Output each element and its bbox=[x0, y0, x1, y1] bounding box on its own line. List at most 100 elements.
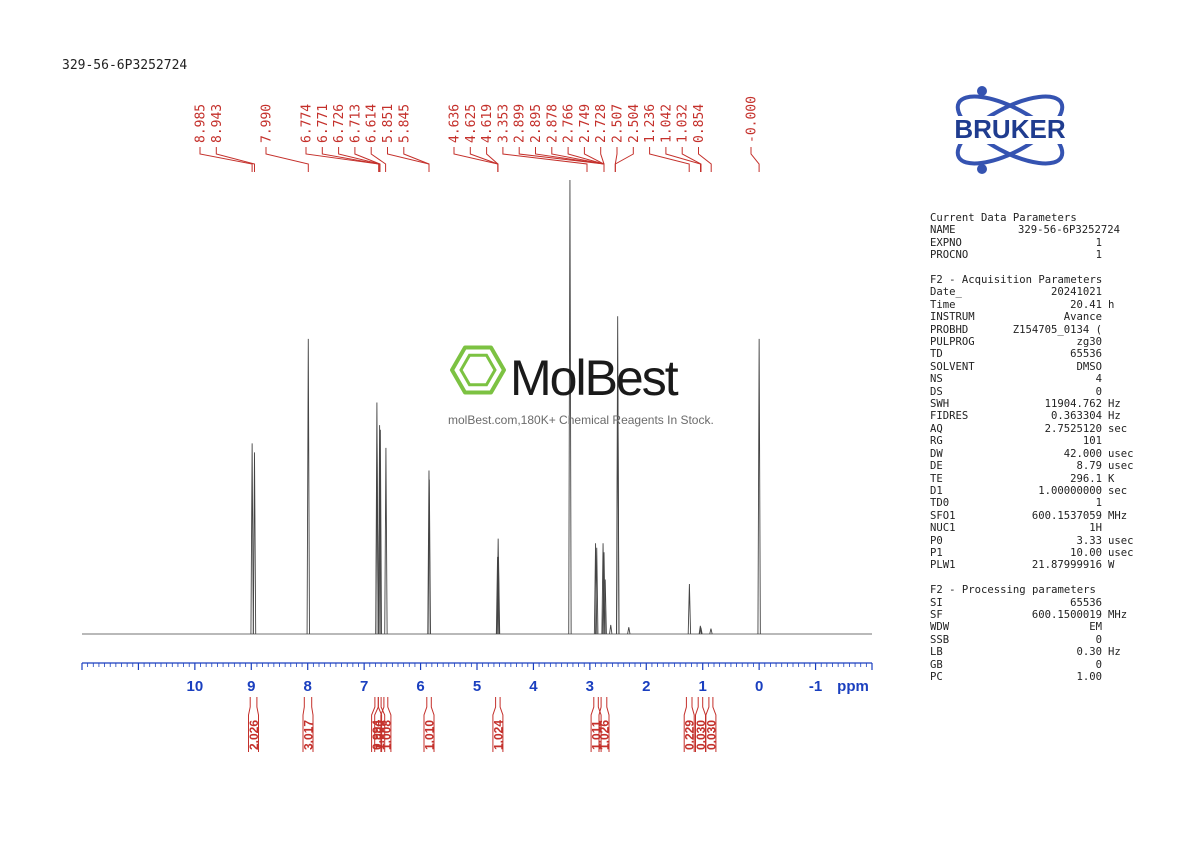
tick-label: 0 bbox=[755, 678, 763, 695]
peak-label: 6.713 bbox=[348, 104, 363, 143]
parameter-unit: usec bbox=[1108, 546, 1134, 559]
parameter-unit: Hz bbox=[1108, 646, 1121, 659]
parameter-value: 2.7525120 bbox=[1044, 422, 1102, 435]
parameter-key: WDW bbox=[930, 621, 950, 634]
parameter-row: PULPROG zg30 bbox=[930, 336, 1140, 348]
parameter-value: 1.00 bbox=[1076, 671, 1102, 683]
integral-bracket-right bbox=[712, 697, 717, 752]
peak-label: 2.766 bbox=[562, 104, 577, 143]
sample-name: 329-56-6P3252724 bbox=[62, 58, 188, 73]
parameter-unit: MHz bbox=[1108, 509, 1128, 522]
parameter-key: P1 bbox=[930, 546, 943, 559]
parameter-value: 65536 bbox=[1070, 596, 1102, 609]
spectrum-peak bbox=[384, 447, 388, 635]
spectrum-peak bbox=[427, 479, 431, 635]
peak-label-leader bbox=[321, 147, 380, 172]
integral-bracket-right bbox=[499, 697, 504, 752]
parameter-key: DW bbox=[930, 447, 943, 460]
peak-label: 2.504 bbox=[627, 104, 642, 143]
parameter-key: SWH bbox=[930, 398, 950, 411]
integral-bracket-left bbox=[695, 697, 699, 752]
parameter-key: PLW1 bbox=[930, 559, 956, 572]
spectrum-peak bbox=[377, 425, 382, 635]
parameter-value: Z154705_0134 ( bbox=[1012, 323, 1102, 336]
parameter-key: SI bbox=[930, 596, 943, 609]
parameter-value: 600.1537059 bbox=[1031, 509, 1102, 522]
parameter-value: 11904.762 bbox=[1044, 398, 1102, 411]
peak-label: 6.771 bbox=[316, 104, 331, 143]
parameter-unit: h bbox=[1108, 298, 1115, 311]
peak-label-leader bbox=[614, 147, 634, 172]
parameter-key: PROCNO bbox=[930, 249, 969, 262]
axis-unit-label: ppm bbox=[837, 678, 869, 695]
bruker-logo: BRUKER bbox=[920, 82, 1100, 187]
integral-value: 3.017 bbox=[302, 720, 316, 750]
parameter-value: 296.1 bbox=[1070, 472, 1102, 485]
acquisition-parameters-panel: Current Data Parameters NAME 329-56-6P3252… bbox=[930, 212, 1140, 683]
parameter-value: 0 bbox=[1095, 633, 1102, 646]
spectrum-trace-group bbox=[82, 179, 872, 635]
parameter-key: P0 bbox=[930, 534, 943, 547]
integral-bracket-right bbox=[256, 697, 259, 752]
integral-bracket-left bbox=[380, 697, 385, 752]
parameter-value: 42.000 bbox=[1063, 447, 1102, 460]
parameter-unit: Hz bbox=[1108, 398, 1121, 411]
spectrum-peak bbox=[627, 627, 631, 635]
ppm-axis: 10 9 8 7 6 5 4 3 2 1 0 -1 ppm bbox=[81, 662, 873, 695]
parameter-row: PROCNO 1 bbox=[930, 249, 1140, 261]
peak-label: 4.636 bbox=[448, 104, 463, 143]
parameter-key: NS bbox=[930, 373, 943, 386]
parameter-row: SOLVENT DMSO bbox=[930, 361, 1140, 373]
integral-bracket-left bbox=[705, 697, 710, 752]
integral-bracket-left bbox=[683, 697, 687, 752]
parameter-row: FIDRES 0.363304 Hz bbox=[930, 410, 1140, 422]
peak-label: 0.854 bbox=[692, 104, 707, 143]
peak-label: 5.851 bbox=[381, 104, 396, 143]
integral-bracket-right bbox=[311, 697, 314, 752]
parameter-key: TE bbox=[930, 472, 943, 485]
parameter-key: DS bbox=[930, 385, 943, 398]
peak-label: 7.990 bbox=[260, 104, 275, 143]
parameter-value: EM bbox=[1089, 621, 1102, 634]
parameter-row: INSTRUM Avance bbox=[930, 311, 1140, 323]
integral-value: 0.229 bbox=[683, 720, 697, 750]
peak-label-leader bbox=[681, 147, 702, 172]
spectrum-peak bbox=[375, 443, 379, 635]
parameter-row: SSB 0 bbox=[930, 634, 1140, 646]
parameter-unit: sec bbox=[1108, 422, 1128, 435]
bruker-logo-text: BRUKER bbox=[954, 114, 1065, 144]
peak-label-leader bbox=[698, 147, 712, 172]
peak-label: 3.353 bbox=[496, 104, 511, 143]
spectrum-peak bbox=[687, 584, 692, 635]
peak-label: 2.895 bbox=[529, 104, 544, 143]
tick-label: 8 bbox=[304, 678, 312, 695]
peak-label-leader bbox=[469, 147, 499, 172]
parameter-row: NS 4 bbox=[930, 373, 1140, 385]
parameter-value: 0 bbox=[1095, 385, 1102, 398]
parameter-value: 1 bbox=[1095, 497, 1102, 510]
parameter-row: TE 296.1 K bbox=[930, 473, 1140, 485]
parameter-value: Avance bbox=[1063, 311, 1102, 324]
parameter-unit: usec bbox=[1108, 534, 1134, 547]
tick-label: 9 bbox=[247, 678, 255, 695]
parameter-value: 4 bbox=[1095, 373, 1102, 386]
parameter-key: NAME bbox=[930, 224, 956, 237]
parameter-value: 20241021 bbox=[1050, 286, 1102, 299]
parameter-row: Time 20.41 h bbox=[930, 299, 1140, 311]
spectrum-peak bbox=[601, 543, 605, 635]
parameter-row: D1 1.00000000 sec bbox=[930, 485, 1140, 497]
tick-label: 5 bbox=[473, 678, 481, 695]
parameter-value: DMSO bbox=[1076, 360, 1102, 373]
parameter-row: DS 0 bbox=[930, 386, 1140, 398]
peak-label-leader bbox=[518, 147, 605, 172]
parameter-key: SF bbox=[930, 608, 943, 621]
integral-value: 1.026 bbox=[598, 720, 612, 750]
spectrum-peak bbox=[306, 338, 310, 635]
parameter-value: 8.79 bbox=[1076, 460, 1102, 473]
parameter-value: zg30 bbox=[1076, 336, 1102, 349]
parameter-key: FIDRES bbox=[930, 410, 969, 423]
parameter-key: D1 bbox=[930, 484, 943, 497]
